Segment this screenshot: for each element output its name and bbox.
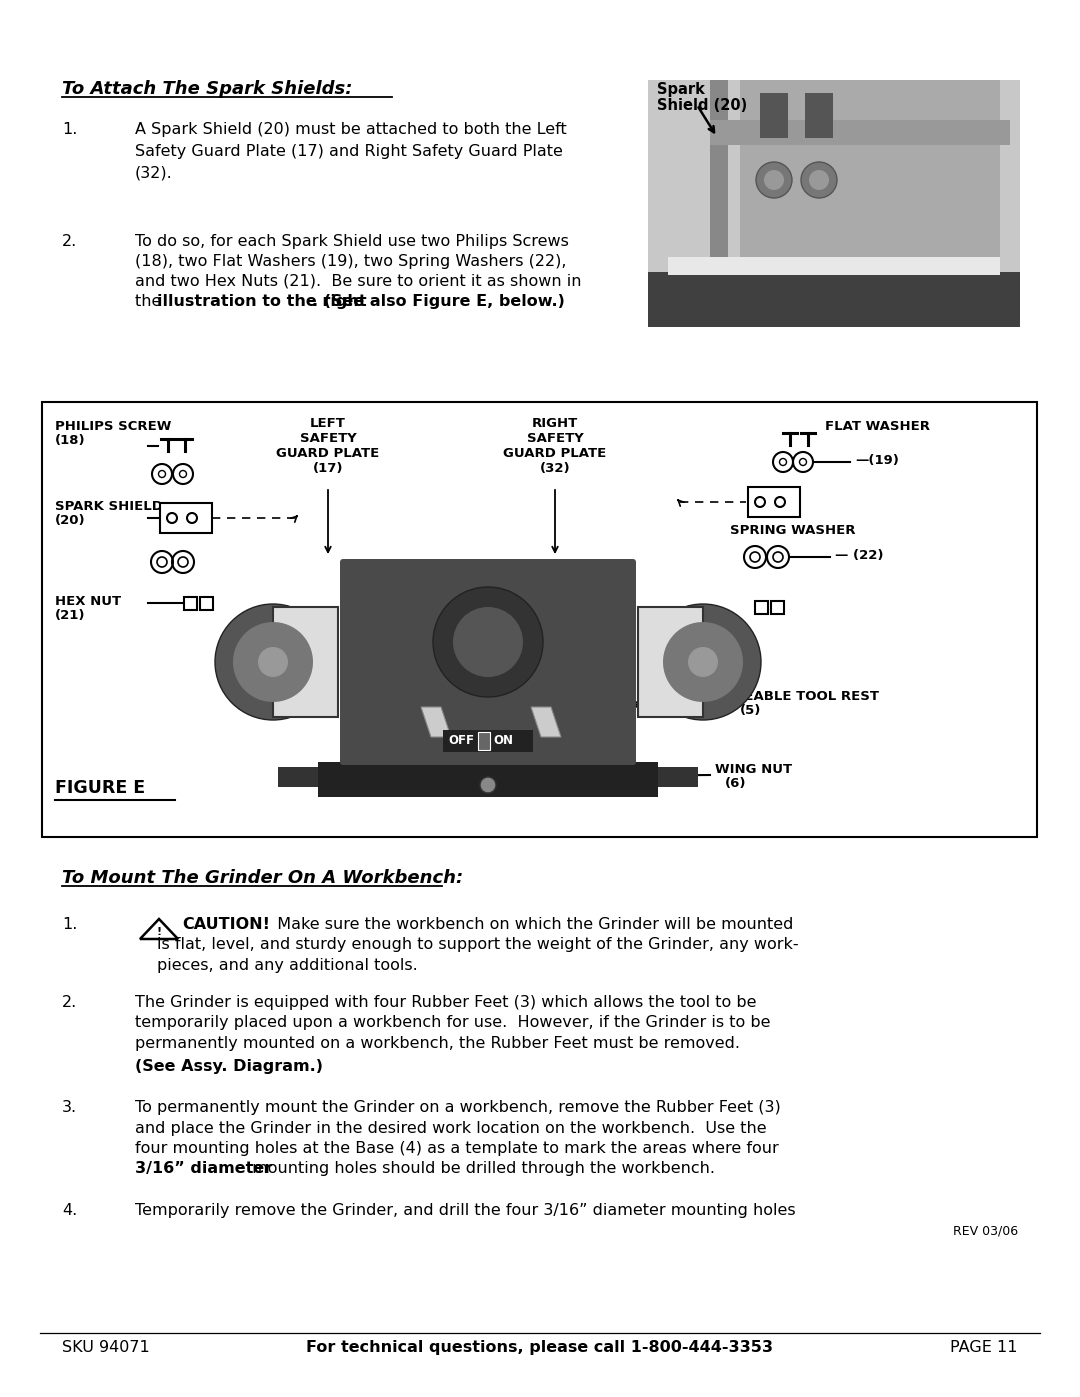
Bar xyxy=(755,601,768,615)
Text: and two Hex Nuts (21).  Be sure to orient it as shown in: and two Hex Nuts (21). Be sure to orient… xyxy=(135,274,581,289)
Bar xyxy=(805,94,833,138)
Text: LEFT: LEFT xyxy=(310,416,346,430)
Circle shape xyxy=(453,608,523,678)
Text: OFF: OFF xyxy=(448,735,474,747)
Text: FIGURE E: FIGURE E xyxy=(55,780,145,798)
Text: SAFETY: SAFETY xyxy=(299,432,356,446)
Text: A Spark Shield (20) must be attached to both the Left
Safety Guard Plate (17) an: A Spark Shield (20) must be attached to … xyxy=(135,122,567,180)
Circle shape xyxy=(663,622,743,703)
Bar xyxy=(478,732,490,750)
Text: RIGHT: RIGHT xyxy=(531,416,578,430)
Polygon shape xyxy=(421,707,451,738)
Bar xyxy=(669,257,1000,275)
Text: temporarily placed upon a workbench for use.  However, if the Grinder is to be: temporarily placed upon a workbench for … xyxy=(135,1016,770,1031)
Text: pieces, and any additional tools.: pieces, and any additional tools. xyxy=(157,958,418,972)
Text: Make sure the workbench on which the Grinder will be mounted: Make sure the workbench on which the Gri… xyxy=(267,916,794,932)
Text: GUARD PLATE: GUARD PLATE xyxy=(503,447,607,460)
Bar xyxy=(278,767,328,787)
Text: (20): (20) xyxy=(55,514,85,527)
Text: (17): (17) xyxy=(313,462,343,475)
Text: (32): (32) xyxy=(540,462,570,475)
Circle shape xyxy=(645,604,761,719)
Text: four mounting holes at the Base (4) as a template to mark the areas where four: four mounting holes at the Base (4) as a… xyxy=(135,1141,779,1155)
Bar xyxy=(710,120,1010,145)
Bar xyxy=(648,272,1020,327)
Polygon shape xyxy=(531,707,561,738)
Bar xyxy=(710,80,728,267)
Text: ON: ON xyxy=(492,735,513,747)
FancyBboxPatch shape xyxy=(340,559,636,766)
Text: FLAT WASHER: FLAT WASHER xyxy=(825,420,930,433)
Text: 2.: 2. xyxy=(62,235,78,249)
Text: SKU 94071: SKU 94071 xyxy=(62,1340,150,1355)
Bar xyxy=(648,80,1020,327)
Text: SPARK SHIELD: SPARK SHIELD xyxy=(55,500,163,513)
Text: Temporarily remove the Grinder, and drill the four 3/16” diameter mounting holes: Temporarily remove the Grinder, and dril… xyxy=(135,1203,796,1218)
Bar xyxy=(648,767,698,787)
Text: — (22): — (22) xyxy=(835,549,883,562)
Text: Shield (20): Shield (20) xyxy=(657,98,747,113)
Text: is flat, level, and sturdy enough to support the weight of the Grinder, any work: is flat, level, and sturdy enough to sup… xyxy=(157,937,798,953)
Text: (21): (21) xyxy=(55,609,85,622)
Text: 3/16” diameter: 3/16” diameter xyxy=(135,1161,272,1176)
Text: REV 03/06: REV 03/06 xyxy=(953,1225,1018,1238)
Text: 2.: 2. xyxy=(62,995,78,1010)
Text: illustration to the right: illustration to the right xyxy=(157,293,366,309)
Text: SPRING WASHER: SPRING WASHER xyxy=(730,524,855,536)
Bar xyxy=(184,597,197,610)
Circle shape xyxy=(480,777,496,793)
Text: HEX NUT: HEX NUT xyxy=(55,595,121,608)
Circle shape xyxy=(756,162,792,198)
Text: 4.: 4. xyxy=(62,1203,78,1218)
Circle shape xyxy=(688,647,718,678)
Text: To Attach The Spark Shields:: To Attach The Spark Shields: xyxy=(62,80,352,98)
Circle shape xyxy=(233,622,313,703)
Bar xyxy=(443,731,534,752)
Text: To Mount The Grinder On A Workbench:: To Mount The Grinder On A Workbench: xyxy=(62,869,463,887)
Bar xyxy=(273,608,338,717)
Text: permanently mounted on a workbench, the Rubber Feet must be removed.: permanently mounted on a workbench, the … xyxy=(135,1037,740,1051)
Text: —(19): —(19) xyxy=(855,454,899,467)
Bar xyxy=(771,601,784,615)
Text: (See Assy. Diagram.): (See Assy. Diagram.) xyxy=(135,1059,323,1074)
Text: (18), two Flat Washers (19), two Spring Washers (22),: (18), two Flat Washers (19), two Spring … xyxy=(135,254,567,270)
Text: MOVEABLE TOOL REST: MOVEABLE TOOL REST xyxy=(710,690,879,703)
Text: PHILIPS SCREW: PHILIPS SCREW xyxy=(55,420,172,433)
Text: The Grinder is equipped with four Rubber Feet (3) which allows the tool to be: The Grinder is equipped with four Rubber… xyxy=(135,995,756,1010)
Circle shape xyxy=(809,170,829,190)
Text: . (See also Figure E, below.): . (See also Figure E, below.) xyxy=(312,293,565,309)
Bar xyxy=(760,94,788,138)
Text: (18): (18) xyxy=(55,434,85,447)
Text: (5): (5) xyxy=(740,704,761,717)
Text: !: ! xyxy=(157,928,162,937)
Bar xyxy=(318,761,658,798)
Text: and place the Grinder in the desired work location on the workbench.  Use the: and place the Grinder in the desired wor… xyxy=(135,1120,767,1136)
Text: PAGE 11: PAGE 11 xyxy=(950,1340,1018,1355)
Text: Spark: Spark xyxy=(657,82,705,96)
Text: For technical questions, please call 1-800-444-3353: For technical questions, please call 1-8… xyxy=(307,1340,773,1355)
Bar xyxy=(638,608,703,717)
Text: 3.: 3. xyxy=(62,1099,77,1115)
Text: 1.: 1. xyxy=(62,122,78,137)
Circle shape xyxy=(258,647,288,678)
Text: CAUTION!: CAUTION! xyxy=(183,916,270,932)
Bar xyxy=(740,80,1000,277)
Text: SAFETY: SAFETY xyxy=(527,432,583,446)
Text: To do so, for each Spark Shield use two Philips Screws: To do so, for each Spark Shield use two … xyxy=(135,235,569,249)
Text: (6): (6) xyxy=(725,777,746,789)
Text: GUARD PLATE: GUARD PLATE xyxy=(276,447,380,460)
Text: mounting holes should be drilled through the workbench.: mounting holes should be drilled through… xyxy=(247,1161,715,1176)
Circle shape xyxy=(433,587,543,697)
Circle shape xyxy=(215,604,330,719)
Text: To permanently mount the Grinder on a workbench, remove the Rubber Feet (3): To permanently mount the Grinder on a wo… xyxy=(135,1099,781,1115)
Bar xyxy=(200,597,213,610)
Bar xyxy=(160,503,212,534)
Bar xyxy=(748,488,800,517)
Text: the: the xyxy=(135,293,166,309)
Bar xyxy=(42,402,1037,837)
Circle shape xyxy=(801,162,837,198)
Text: 1.: 1. xyxy=(62,916,78,932)
Circle shape xyxy=(764,170,784,190)
Text: WING NUT: WING NUT xyxy=(715,763,792,775)
